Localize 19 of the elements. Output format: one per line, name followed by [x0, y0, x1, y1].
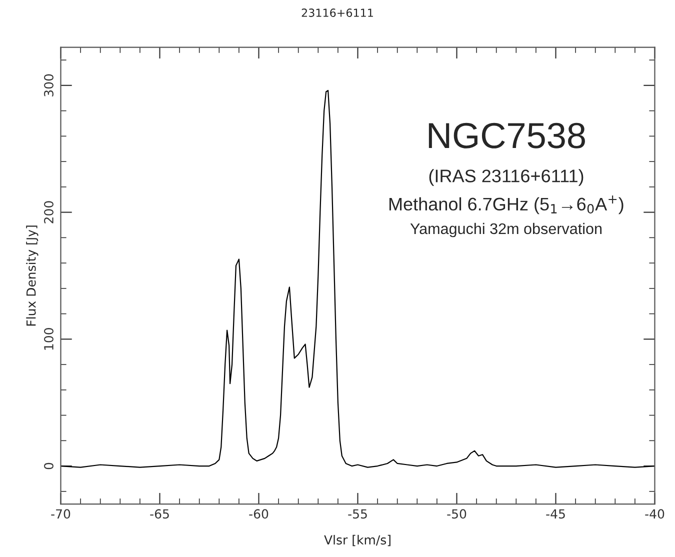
- x-tick-label: -60: [249, 509, 268, 519]
- x-axis-title: Vlsr [km/s]: [324, 534, 390, 546]
- line-series: [60, 90, 655, 468]
- x-tick-label: -55: [348, 509, 367, 519]
- y-tick-label: 200: [44, 201, 54, 224]
- x-tick-label: -40: [645, 509, 664, 519]
- y-tick-label: 0: [44, 462, 54, 470]
- annotation: NGC7538: [428, 122, 585, 148]
- annotation: Yamaguchi 32m observation: [410, 222, 602, 238]
- annotation: Methanol 6.7GHz (5$_{1}$→6$_{0}$A$^{+}$): [389, 196, 624, 214]
- annotation: (IRAS 23116+6111): [429, 169, 584, 186]
- x-tick-label: -50: [447, 509, 466, 519]
- chart-title: 23116+6111: [302, 8, 373, 17]
- x-tick-label: -70: [51, 509, 70, 519]
- y-tick-label: 100: [44, 328, 54, 350]
- y-axis-title: Flux Density [Jy]: [26, 226, 38, 326]
- y-tick-label: 300: [44, 74, 54, 96]
- x-tick-label: -45: [546, 509, 565, 519]
- x-tick-label: -65: [150, 509, 169, 519]
